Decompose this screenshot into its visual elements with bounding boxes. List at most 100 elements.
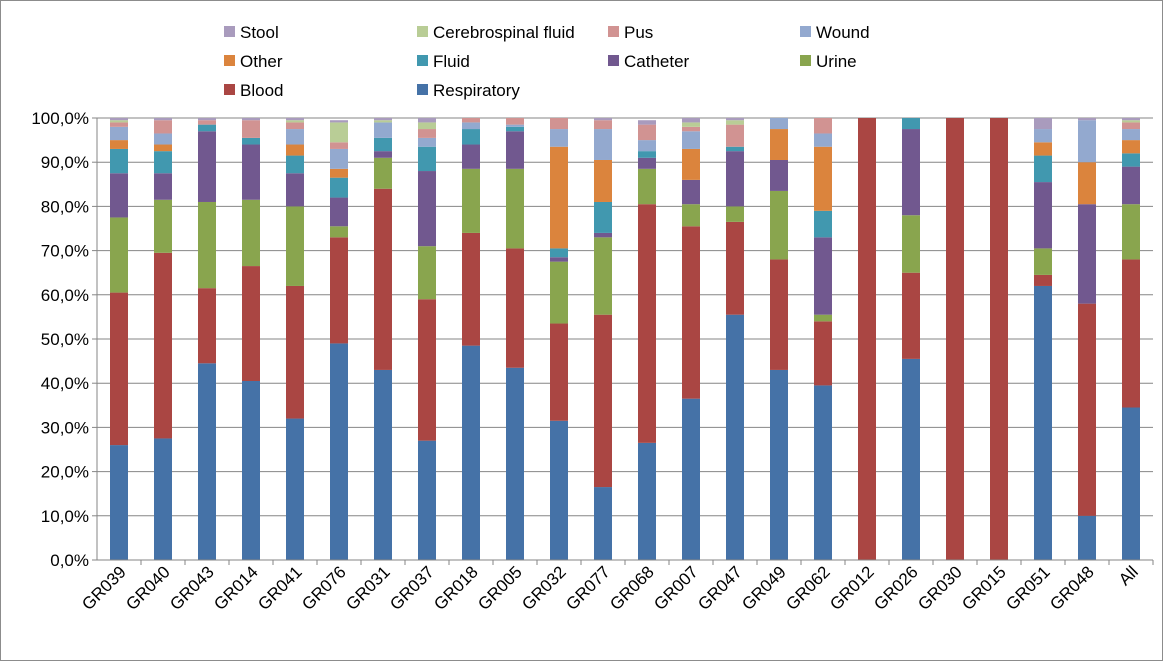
bar-gr018-pus [462,118,480,123]
x-tick-label: GR041 [254,562,306,614]
bars [110,118,1140,560]
x-tick-label: GR018 [430,562,482,614]
x-tick-label: GR039 [78,562,130,614]
bar-gr032-urine [550,261,568,324]
bar-gr014-respiratory [242,380,260,560]
bar-gr041-catheter [286,173,304,207]
x-tick-label: GR031 [342,562,394,614]
bar-all-respiratory [1122,407,1140,560]
legend-swatch-respiratory [417,84,428,95]
bar-gr076-other [330,168,348,178]
bar-gr051-catheter [1034,182,1052,249]
bar-gr068-respiratory [638,442,656,560]
bar-gr041-fluid [286,155,304,174]
legend-swatch-catheter [608,55,619,66]
legend-label-other: Other [240,52,283,71]
legend-swatch-blood [224,84,235,95]
legend-swatch-stool [224,26,235,37]
bar-gr031-fluid [374,137,392,152]
y-axis-ticks: 0,0% 10,0% 20,0% 30,0% 40,0% 50,0% 60,0% 70,0% 8… [31,109,97,570]
bar-gr007-stool [682,118,700,123]
y-tick-label: 100,0% [31,109,89,128]
bar-gr005-respiratory [506,367,524,560]
bar-gr041-blood [286,285,304,419]
bar-gr018-blood [462,232,480,346]
bar-gr037-cerebrospinal-fluid [418,122,436,130]
bar-gr026-respiratory [902,358,920,560]
bar-gr076-stool [330,120,348,123]
bar-gr076-respiratory [330,343,348,560]
bar-gr040-fluid [154,151,172,174]
bar-gr032-wound [550,129,568,147]
x-tick-label: GR049 [738,562,790,614]
bar-all-other [1122,140,1140,154]
bar-gr032-fluid [550,248,568,258]
bar-gr039-cerebrospinal-fluid [110,120,128,123]
x-tick-label: GR014 [210,562,262,614]
bar-gr040-stool [154,118,172,121]
bar-gr076-pus [330,142,348,149]
bar-gr031-wound [374,122,392,138]
x-tick-label: GR062 [782,562,834,614]
x-tick-label: GR076 [298,562,350,614]
legend-label-respiratory: Respiratory [433,81,520,100]
bar-gr005-urine [506,168,524,249]
bar-gr047-cerebrospinal-fluid [726,120,744,125]
x-tick-label: GR068 [606,562,658,614]
bar-gr051-blood [1034,274,1052,286]
legend-label-wound: Wound [816,23,870,42]
bar-gr062-fluid [814,210,832,238]
x-tick-label: All [1115,562,1142,589]
bar-gr032-respiratory [550,420,568,560]
bar-all-catheter [1122,166,1140,205]
bar-gr040-respiratory [154,438,172,560]
x-tick-label: GR015 [958,562,1010,614]
bar-gr039-other [110,140,128,149]
bar-gr007-urine [682,204,700,227]
bar-gr062-wound [814,133,832,147]
bar-gr031-stool [374,118,392,121]
bar-gr051-other [1034,142,1052,156]
bar-gr048-blood [1078,303,1096,516]
bar-gr077-wound [594,129,612,160]
bar-gr039-blood [110,292,128,446]
legend-swatch-other [224,55,235,66]
bar-gr068-blood [638,204,656,443]
bar-gr047-urine [726,206,744,222]
bar-gr043-fluid [198,124,216,132]
bar-gr051-urine [1034,248,1052,275]
x-tick-label: GR040 [122,562,174,614]
bar-gr040-wound [154,133,172,145]
bar-gr041-respiratory [286,418,304,560]
bar-gr077-respiratory [594,487,612,560]
bar-gr014-blood [242,266,260,381]
y-tick-label: 70,0% [41,242,89,261]
bar-gr031-urine [374,157,392,189]
bar-gr077-fluid [594,201,612,233]
bar-gr037-catheter [418,171,436,247]
bar-gr007-other [682,148,700,180]
bar-gr049-respiratory [770,369,788,560]
bar-gr062-respiratory [814,385,832,560]
legend-label-blood: Blood [240,81,283,100]
bar-gr030-blood [946,118,964,560]
bar-gr062-urine [814,314,832,322]
bar-gr043-respiratory [198,363,216,560]
y-tick-label: 30,0% [41,418,89,437]
x-tick-label: GR043 [166,562,218,614]
bar-gr076-catheter [330,197,348,227]
bar-gr018-urine [462,168,480,233]
bar-gr014-pus [242,120,260,138]
y-tick-label: 60,0% [41,286,89,305]
bar-gr040-blood [154,252,172,439]
bar-gr039-fluid [110,148,128,174]
bar-gr041-cerebrospinal-fluid [286,120,304,123]
bar-gr026-fluid [902,118,920,130]
bar-gr039-urine [110,217,128,293]
bar-gr068-urine [638,168,656,205]
bar-gr007-blood [682,226,700,399]
bar-all-fluid [1122,153,1140,167]
bar-gr068-fluid [638,151,656,158]
bar-gr043-pus [198,120,216,125]
